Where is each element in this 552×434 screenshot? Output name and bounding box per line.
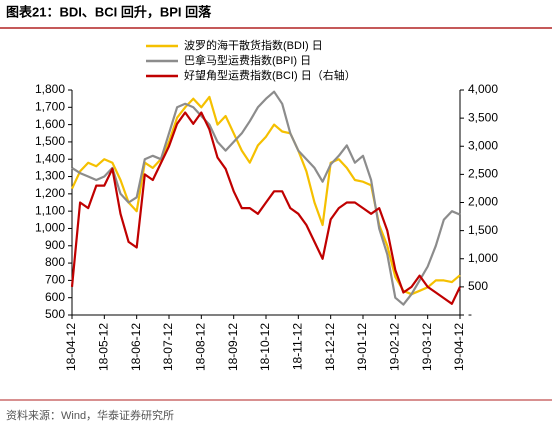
y-tick-label: 1,500 (35, 134, 65, 148)
y2-tick-label: 3,500 (468, 110, 498, 124)
y2-tick-label: - (468, 307, 472, 321)
y2-tick-label: 4,000 (468, 82, 498, 96)
y2-tick-label: 3,000 (468, 138, 498, 152)
source: 资料来源：Wind，华泰证券研究所 (6, 408, 174, 422)
x-tick-label: 19-02-12 (388, 323, 402, 371)
legend-label: 波罗的海干散货指数(BDI) 日 (184, 38, 323, 52)
y-tick-label: 600 (45, 290, 65, 304)
y-tick-label: 800 (45, 255, 65, 269)
y-tick-label: 1,700 (35, 99, 65, 113)
line-series (71, 95, 461, 296)
y2-tick-label: 500 (468, 279, 488, 293)
y-tick-label: 1,200 (35, 186, 65, 200)
x-tick-label: 19-01-12 (355, 323, 369, 371)
chart-title: 图表21：BDI、BCI 回升，BPI 回落 (6, 4, 212, 19)
y2-tick-label: 1,000 (468, 251, 498, 265)
y-tick-label: 1,600 (35, 117, 65, 131)
y-tick-label: 700 (45, 273, 65, 287)
y2-tick-label: 2,500 (468, 167, 498, 181)
y-tick-label: 1,400 (35, 151, 65, 165)
x-tick-label: 19-03-12 (420, 323, 434, 371)
x-tick-label: 18-12-12 (323, 323, 337, 371)
x-tick-label: 19-04-12 (452, 323, 466, 371)
y2-tick-label: 2,000 (468, 195, 498, 209)
y-tick-label: 1,800 (35, 82, 65, 96)
y-tick-label: 900 (45, 238, 65, 252)
x-tick-label: 18-07-12 (161, 323, 175, 371)
x-tick-label: 18-10-12 (258, 323, 272, 371)
y-tick-label: 500 (45, 307, 65, 321)
y-tick-label: 1,100 (35, 203, 65, 217)
x-tick-label: 18-08-12 (194, 323, 208, 371)
y2-tick-label: 1,500 (468, 223, 498, 237)
x-tick-label: 18-11-12 (291, 323, 305, 370)
legend-label: 巴拿马型运费指数(BPI) 日 (184, 53, 311, 67)
x-tick-label: 18-06-12 (129, 323, 143, 371)
y-tick-label: 1,000 (35, 221, 65, 235)
line-series (71, 90, 461, 306)
x-tick-label: 18-04-12 (64, 323, 78, 371)
x-tick-label: 18-05-12 (97, 323, 111, 371)
x-tick-label: 18-09-12 (226, 323, 240, 371)
legend-label: 好望角型运费指数(BCI) 日（右轴） (184, 68, 356, 82)
line-series (70, 111, 461, 305)
y-tick-label: 1,300 (35, 169, 65, 183)
